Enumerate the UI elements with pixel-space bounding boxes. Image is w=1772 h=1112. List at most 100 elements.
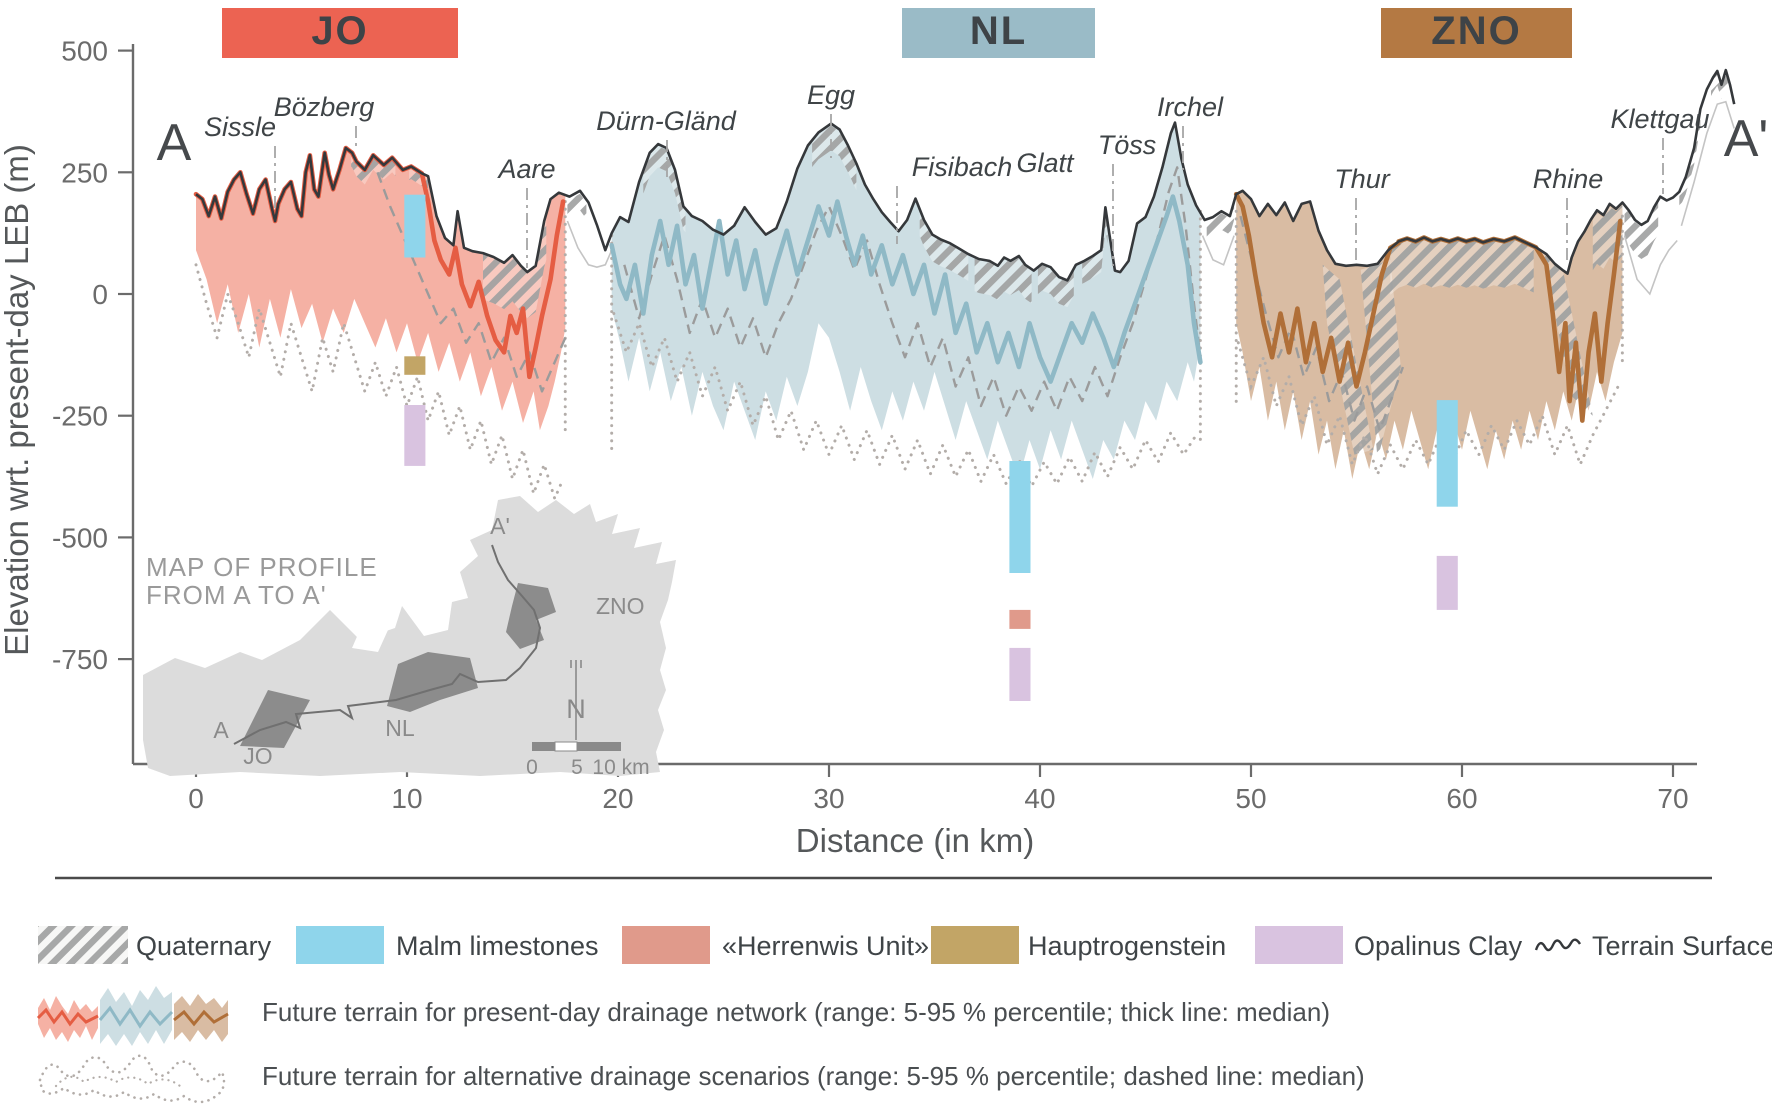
lithology-marker--herrenwis-unit-	[1009, 609, 1031, 629]
gray-range-outline	[1201, 235, 1235, 266]
lithology-marker-malm-limestones	[1009, 461, 1031, 573]
range-band-jo	[196, 148, 566, 431]
map-label-zno: ZNO	[596, 593, 645, 619]
region-header-zno: ZNO	[1381, 8, 1572, 58]
terrain-line-icon	[1534, 938, 1582, 952]
alt-dotted-jo	[194, 263, 565, 503]
place-label-irchel: Irchel	[1157, 92, 1224, 122]
gray-range-outline	[1623, 235, 1678, 296]
quaternary-patch	[1679, 110, 1701, 209]
y-tick-label: -500	[52, 522, 108, 553]
inset-map: MAP OF PROFILE FROM A TO A' A JO NL ZNO …	[143, 496, 676, 779]
map-profile-line	[233, 544, 542, 745]
malm-swatch-icon	[296, 926, 384, 964]
map-label-nl: NL	[385, 715, 415, 741]
alt-dashed-zno	[1239, 215, 1405, 432]
lithology-marker-opalinus-clay	[1436, 555, 1458, 610]
future-alternative-band-icon	[38, 1054, 226, 1104]
region-header-box-nl	[902, 8, 1095, 58]
region-headers: JO NL ZNO	[222, 8, 1572, 58]
y-axis-title: Elevation wrt. present-day LEB (m)	[0, 144, 35, 656]
legend-item-herrenwis: «Herrenwis Unit»	[622, 926, 929, 964]
lithology-marker-malm-limestones	[1436, 400, 1458, 507]
map-scale-bar: 0 5 10 km	[526, 741, 650, 779]
quaternary-patch	[974, 257, 1032, 304]
legend-item-hauptrogenstein: Hauptrogenstein	[931, 926, 1226, 964]
legend-label-quaternary: Quaternary	[136, 931, 272, 961]
profile-end-label: A'	[1724, 110, 1769, 168]
y-tick-label: -250	[52, 401, 108, 432]
quaternary-patch	[1082, 208, 1108, 284]
place-label-bözberg: Bözberg	[274, 92, 375, 122]
map-region-nl	[387, 652, 478, 712]
legend-item-future-present: Future terrain for present-day drainage …	[36, 986, 1330, 1046]
lithology-marker-malm-limestones	[404, 194, 426, 258]
alt-dashed-nl	[623, 166, 1202, 417]
quaternary-patch	[919, 210, 969, 281]
range-band-nl	[611, 122, 1201, 479]
place-label-klettgau: Klettgau	[1610, 104, 1709, 134]
region-header-nl: NL	[902, 8, 1095, 58]
region-header-label-nl: NL	[970, 9, 1027, 53]
legend-label-future-present: Future terrain for present-day drainage …	[262, 997, 1330, 1027]
x-tick-label: 10	[391, 783, 422, 814]
place-label-dürn-gländ: Dürn-Gländ	[596, 106, 737, 136]
y-tick-label: -750	[52, 644, 108, 675]
map-north-arrow: N	[566, 660, 586, 740]
region-header-box-zno	[1381, 8, 1572, 58]
place-label-sissle: Sissle	[204, 112, 276, 142]
opalinus-swatch-icon	[1255, 926, 1343, 964]
quaternary-patch	[643, 146, 686, 233]
y-tick-label: 500	[61, 36, 108, 67]
bands-layer	[196, 122, 1623, 480]
x-tick-label: 20	[602, 783, 633, 814]
map-label-jo: JO	[243, 743, 272, 769]
place-label-töss: Töss	[1098, 130, 1157, 160]
quaternary-patch	[1711, 71, 1728, 100]
legend: Quaternary Malm limestones «Herrenwis Un…	[36, 876, 1772, 1104]
quaternary-patch	[812, 125, 857, 191]
region-header-label-zno: ZNO	[1431, 9, 1521, 53]
x-tick-label: 50	[1235, 783, 1266, 814]
map-label-a-end: A'	[490, 513, 510, 539]
quaternary-patch	[1360, 259, 1401, 460]
quaternary-patch	[1390, 239, 1534, 295]
x-ticks: 0 10 20 30 40 50 60 70	[188, 764, 1689, 814]
y-tick-label: 250	[61, 157, 108, 188]
gray-range-outline	[1680, 100, 1735, 227]
alt-dotted-zno	[1236, 341, 1620, 479]
quaternary-patch	[351, 154, 396, 185]
region-header-label-jo: JO	[311, 9, 368, 53]
markers-layer	[404, 194, 1458, 701]
legend-label-future-alternative: Future terrain for alternative drainage …	[262, 1061, 1365, 1091]
legend-item-opalinus: Opalinus Clay	[1255, 926, 1523, 964]
region-header-box-jo	[222, 8, 458, 58]
herrenwis-swatch-icon	[622, 926, 710, 964]
alt-dotted-nl	[612, 312, 1198, 490]
map-lake-notch	[352, 616, 388, 652]
legend-item-malm: Malm limestones	[296, 926, 599, 964]
hauptrogenstein-swatch-icon	[931, 926, 1019, 964]
map-scale-0: 0	[526, 756, 538, 779]
legend-item-terrain: Terrain Surface	[1534, 931, 1772, 961]
x-tick-label: 0	[188, 783, 204, 814]
x-axis-title: Distance (in km)	[796, 822, 1034, 859]
alt-dashed-layer	[376, 166, 1405, 432]
place-label-fisibach: Fisibach	[912, 152, 1013, 182]
place-label-thur: Thur	[1334, 164, 1391, 194]
quaternary-patch	[1037, 265, 1074, 308]
gray-range-outline	[566, 220, 613, 269]
legend-item-quaternary: Quaternary	[38, 926, 272, 964]
y-tick-label: 0	[92, 279, 108, 310]
lithology-marker-opalinus-clay	[1009, 647, 1031, 701]
quaternary-patch	[483, 214, 547, 319]
legend-label-opalinus: Opalinus Clay	[1354, 931, 1523, 961]
quaternary-patch	[1624, 202, 1659, 259]
map-region-zno	[506, 583, 556, 649]
place-label-aare: Aare	[496, 154, 555, 184]
map-north-label: N	[566, 694, 586, 724]
quaternary-swatch-icon	[38, 926, 128, 964]
